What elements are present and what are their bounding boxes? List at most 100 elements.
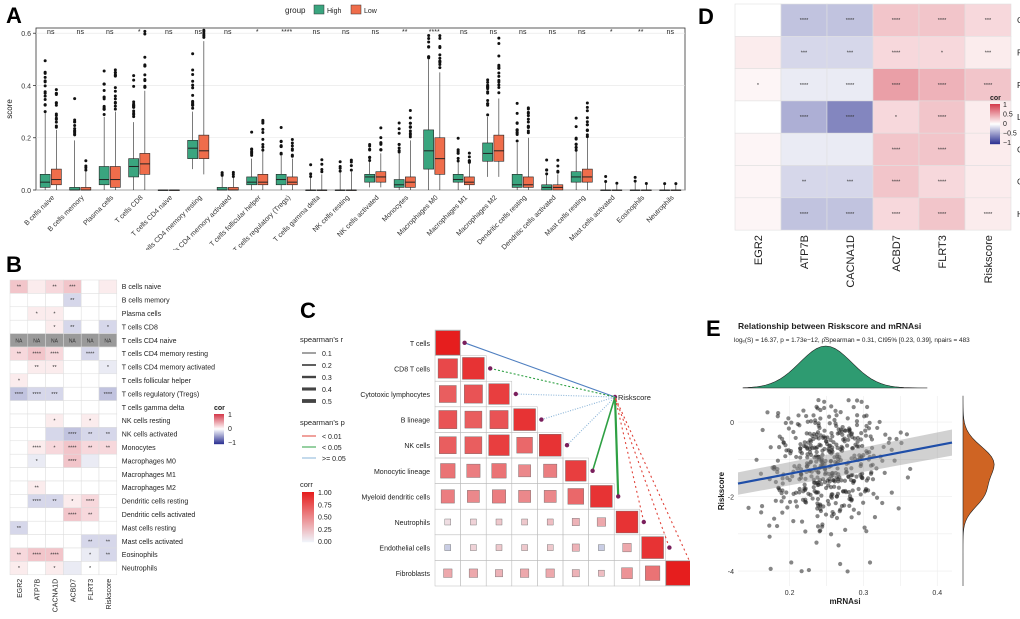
scatter-point (831, 440, 836, 445)
y-axis-label: score (5, 99, 14, 119)
legend-gradient-step (990, 121, 1000, 123)
legend-gradient-step (990, 122, 1000, 124)
legend-gradient-step (214, 422, 224, 424)
column-label: CACNA1D (53, 579, 60, 612)
outlier-point (556, 169, 560, 173)
scatter-point (898, 430, 903, 435)
outlier-point (427, 45, 431, 49)
outlier-point (497, 86, 501, 90)
heatmap-cell (872, 35, 920, 69)
scatter-point (875, 425, 880, 431)
legend-gradient-step (990, 108, 1000, 110)
cell-annotation: ** (52, 365, 57, 371)
cell-annotation: ** (17, 285, 22, 291)
cell-annotation: ** (88, 432, 93, 438)
panel-c-correlation: C T cells CD8 T cells Cytotoxic lymphocyte… (300, 298, 690, 587)
scatter-point (797, 490, 802, 495)
row-label: Neutrophils (395, 520, 431, 527)
scatter-point (799, 519, 805, 524)
outlier-point (84, 159, 88, 163)
outlier-point (191, 83, 195, 87)
cell-node (667, 545, 672, 550)
heatmap-cell (734, 35, 782, 69)
scatter-point (845, 443, 850, 448)
outlier-point (191, 93, 195, 97)
stats-subtitle: logₑ(S) = 16.37, p = 1.73e−12, ρ̂Spearma… (734, 337, 970, 344)
outlier-point (526, 114, 530, 118)
outlier-point (515, 129, 519, 133)
outlier-point (456, 159, 460, 163)
heatmap-cell (80, 467, 100, 482)
heatmap-cell (63, 386, 82, 401)
outlier-point (54, 116, 58, 120)
legend-gradient-step (990, 127, 1000, 129)
heatmap-cell (780, 197, 828, 231)
correlation-square (464, 436, 483, 454)
scatter-point (854, 474, 859, 479)
scatter-point (849, 466, 854, 471)
scatter-point (845, 416, 850, 421)
legend-gradient-step (990, 120, 1000, 122)
scatter-point (814, 459, 819, 464)
outlier-point (526, 117, 530, 121)
correlation-square (621, 567, 633, 579)
outlier-point (467, 155, 471, 159)
scatter-point (864, 478, 869, 483)
legend-tick: −1 (1003, 140, 1011, 147)
correlation-square (598, 569, 605, 577)
legend-gradient-step (214, 424, 224, 426)
outlier-point (397, 131, 401, 135)
row-label: T cells CD4 naive (122, 338, 177, 345)
outlier-point (202, 28, 206, 32)
heatmap-cell (9, 400, 29, 415)
heatmap-cell (45, 400, 64, 415)
scatter-point (851, 405, 856, 410)
outlier-point (132, 74, 136, 78)
correlation-square (439, 436, 457, 454)
cell-annotation: ** (88, 539, 93, 545)
x-tick-label: 0.3 (859, 590, 869, 597)
scatter-point (829, 430, 834, 436)
outlier-point (438, 34, 442, 38)
correlation-square (565, 460, 587, 482)
scatter-point (783, 420, 788, 426)
scatter-point (796, 413, 801, 418)
scatter-point (811, 431, 816, 437)
cell-annotation: *** (985, 50, 992, 56)
scatter-point (815, 445, 820, 450)
heatmap-cell (27, 467, 46, 482)
scatter-point (807, 446, 813, 451)
heatmap-cell (45, 293, 64, 308)
outlier-point (143, 77, 147, 81)
outlier-point (338, 160, 342, 164)
row-label: T cells follicular helper (122, 378, 192, 385)
scatter-point (822, 472, 828, 477)
outlier-point (368, 159, 372, 163)
legend-corr-tick: 0.75 (318, 502, 332, 509)
outlier-point (633, 179, 637, 183)
scatter-point (839, 478, 844, 483)
scatter-point (862, 414, 867, 419)
significance-label: ns (342, 29, 350, 36)
scatter-point (772, 516, 777, 521)
outlier-point (320, 170, 324, 174)
row-label: CTLA4 (1017, 15, 1020, 25)
legend-gradient-step (990, 113, 1000, 115)
outlier-point (408, 131, 412, 135)
legend-gradient-step (214, 437, 224, 439)
scatter-point (829, 514, 835, 519)
legend-gradient-step (214, 419, 224, 421)
scatter-point (859, 431, 864, 436)
significance-label: ns (519, 29, 527, 36)
column-label: CACNA1D (845, 235, 857, 288)
scatter-point (851, 507, 856, 512)
scatter-point (839, 503, 845, 509)
significance-label: ns (460, 29, 468, 36)
outlier-point (279, 126, 283, 130)
scatter-point (899, 440, 904, 446)
outlier-point (397, 142, 401, 146)
cell-annotation: **** (846, 83, 855, 89)
legend-gradient-step (214, 432, 224, 434)
scatter-point (852, 453, 857, 458)
box-body (128, 158, 139, 178)
